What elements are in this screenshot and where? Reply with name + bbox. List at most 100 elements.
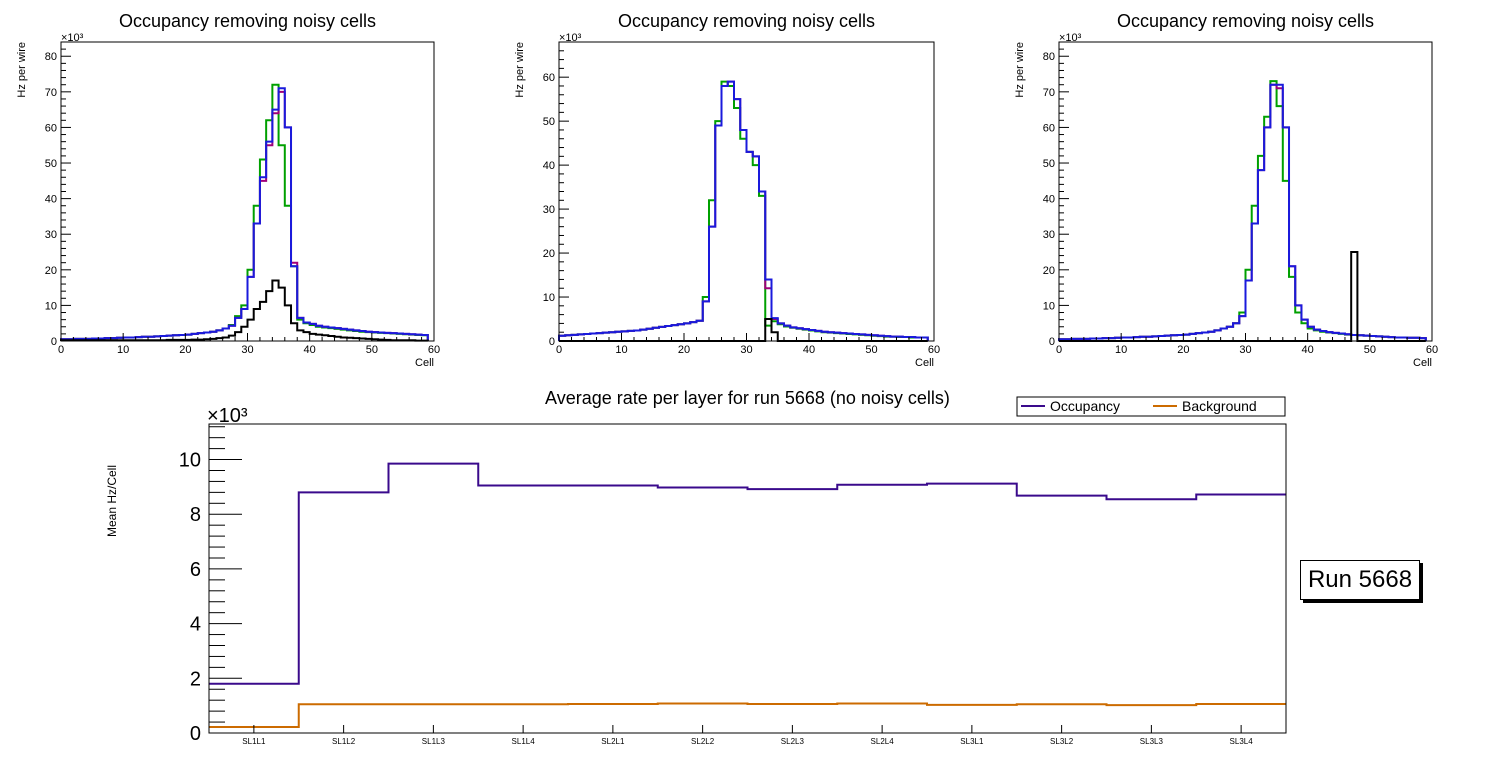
x-tick-label: 30 [1239,344,1251,356]
series-l2-line [60,90,429,341]
series-l3-line [558,80,929,341]
x-category-label: SL2L4 [871,737,895,746]
panel-title: Average rate per layer for run 5668 (no … [545,388,950,408]
y-tick-label: 50 [45,158,57,170]
x-tick-label: 60 [428,344,440,356]
layer-rate-panel: Average rate per layer for run 5668 (no … [105,388,1287,746]
x-tick-label: 50 [366,344,378,356]
y-tick-label: 10 [179,450,201,472]
y-tick-label: 60 [45,122,57,134]
series-l4-line [1059,251,1426,342]
y-tick-label: 70 [1043,87,1055,99]
y-tick-label: 70 [45,87,57,99]
x-category-label: SL1L4 [512,737,536,746]
y-tick-label: 60 [1043,122,1055,134]
x-tick-label: 30 [241,344,253,356]
y-tick-label: 20 [543,248,555,260]
y-tick-label: 30 [543,204,555,216]
x-tick-label: 60 [1426,344,1438,356]
legend-box [1016,396,1286,417]
x-category-label: SL1L3 [422,737,446,746]
y-tick-label: 6 [190,559,201,581]
x-category-label: SL3L3 [1140,737,1164,746]
y-tick-label: 4 [190,614,201,636]
x-tick-label: 10 [117,344,129,356]
x-tick-label: 40 [1302,344,1314,356]
x-tick-label: 20 [179,344,191,356]
y-tick-label: 40 [1043,194,1055,206]
x-tick-label: 30 [740,344,752,356]
y-tick-label: 80 [45,51,57,63]
x-tick-label: 40 [304,344,316,356]
y-tick-label: 0 [1049,336,1055,348]
legend: Occupancy Background [1016,396,1286,417]
plot-frame [208,423,1287,734]
y-axis-title: Mean Hz/Cell [105,465,119,537]
occupancy-panel-1: Occupancy removing noisy cells 0 10 20 30 40 5… [16,11,440,369]
panel-title: Occupancy removing noisy cells [1117,11,1374,31]
run-label-box: Run 5668 [1300,560,1420,600]
plot-frame [558,41,935,342]
occupancy-panel-3: Occupancy removing noisy cells 0 10 20 30 40 5… [1014,11,1438,369]
y-tick-label: 50 [1043,158,1055,170]
series-l2-line [1058,83,1427,341]
y-tick-label: 10 [543,292,555,304]
y-tick-label: 60 [543,72,555,84]
series-l3-line [60,87,429,341]
y-axis-title: Hz per wire [1014,42,1026,98]
y-multiplier-label: ×10³ [559,32,582,44]
y-tick-label: 50 [543,116,555,128]
series-background-line [209,702,1286,728]
y-axis-title: Hz per wire [514,42,526,98]
series-l4-line [60,279,429,342]
x-tick-label: 20 [1177,344,1189,356]
legend-label: Background [1182,398,1257,414]
x-category-label: SL3L4 [1230,737,1254,746]
x-category-label: SL3L2 [1050,737,1074,746]
y-axis-title: Hz per wire [16,42,28,98]
x-category-label: SL3L1 [960,737,984,746]
series-l1-line [60,83,429,341]
series-l3-line [1058,83,1427,341]
occupancy-panel-2: Occupancy removing noisy cells 0 10 20 30 40 5… [514,11,940,369]
x-category-label: SL1L2 [332,737,356,746]
x-category-label: SL2L2 [691,737,715,746]
y-tick-label: 10 [45,300,57,312]
y-tick-label: 0 [190,723,201,745]
x-tick-label: 60 [928,344,940,356]
panel-title: Occupancy removing noisy cells [119,11,376,31]
x-tick-label: 20 [678,344,690,356]
y-tick-label: 0 [549,336,555,348]
x-category-label: SL2L1 [601,737,625,746]
series-l1-line [1058,80,1427,341]
x-tick-label: 50 [1364,344,1376,356]
y-tick-label: 30 [1043,229,1055,241]
series-occupancy-line [209,462,1286,685]
x-tick-label: 40 [803,344,815,356]
x-tick-label: 0 [1056,344,1062,356]
x-tick-label: 10 [1115,344,1127,356]
x-axis-title: Cell [1413,357,1432,369]
y-tick-label: 30 [45,229,57,241]
x-category-label: SL1L1 [242,737,266,746]
panel-title: Occupancy removing noisy cells [618,11,875,31]
x-axis-title: Cell [415,357,434,369]
series-l1-line [558,80,929,341]
series-l2-line [558,80,929,341]
y-tick-label: 40 [45,194,57,206]
y-tick-label: 80 [1043,51,1055,63]
x-tick-label: 0 [58,344,64,356]
y-tick-label: 40 [543,160,555,172]
x-axis-title: Cell [915,357,934,369]
run-label: Run 5668 [1307,566,1413,593]
y-multiplier-label: ×10³ [207,405,248,427]
y-tick-label: 20 [45,265,57,277]
x-tick-label: 10 [615,344,627,356]
x-tick-label: 50 [865,344,877,356]
series-l4-line [559,318,928,342]
y-tick-label: 8 [190,504,201,526]
legend-label: Occupancy [1050,398,1120,414]
y-tick-label: 20 [1043,265,1055,277]
y-tick-label: 0 [51,336,57,348]
